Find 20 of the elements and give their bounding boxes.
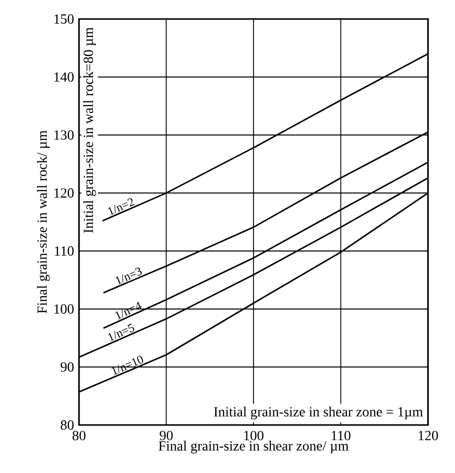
x-tick-label: 110 (332, 430, 350, 440)
y-tick-label: 100 (54, 304, 74, 314)
x-tick-label: 120 (418, 430, 438, 440)
y-tick-label: 80 (60, 420, 74, 430)
text: 1/n=5 (108, 324, 134, 342)
y-tick-label: 150 (54, 14, 74, 24)
x-tick-label: 80 (72, 430, 86, 440)
x-axis-title: Final grain-size in shear zone/ µm (158, 440, 349, 454)
y-tick-label: 120 (54, 188, 74, 198)
text: 1/n=3 (116, 268, 142, 285)
y-tick-label: 140 (54, 72, 74, 82)
x-tick-label: 90 (160, 430, 173, 440)
annotation: Initial grain-size in wall rock=80 µm (83, 27, 96, 233)
x-tick-label: 100 (244, 430, 264, 440)
y-axis-title: Final grain-size in wall rock/ µm (37, 130, 50, 314)
y-tick-label: 130 (54, 130, 74, 140)
y-tick-label: 110 (54, 246, 74, 256)
y-tick-label: 90 (60, 362, 74, 372)
annotation: Initial grain-size in shear zone = 1µm (214, 406, 423, 420)
text: 1/n=2 (108, 198, 135, 216)
